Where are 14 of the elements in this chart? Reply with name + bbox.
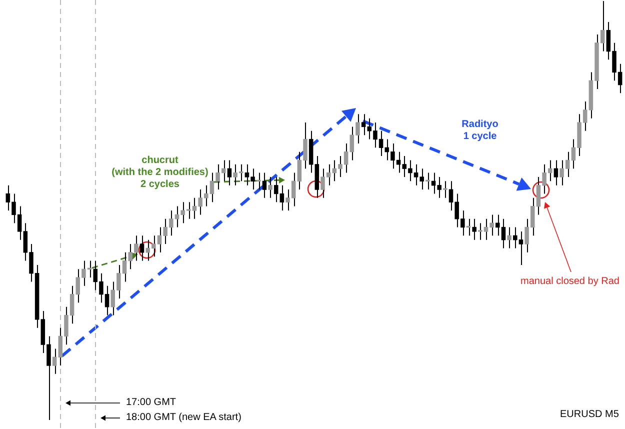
candlestick — [554, 160, 558, 186]
annotation: EURUSD M5 — [560, 409, 619, 421]
candlestick — [227, 160, 232, 186]
annotation: Radityo 1 cycle — [460, 119, 500, 143]
candlestick — [361, 114, 366, 136]
annotation: manual closed by Rad — [520, 276, 620, 288]
candlestick — [140, 235, 144, 262]
candlestick — [472, 218, 476, 240]
candlestick — [274, 176, 278, 203]
annotation: 18:00 GMT (new EA start) — [126, 412, 242, 424]
candlestick — [280, 184, 284, 211]
annotation: 17:00 GMT — [126, 397, 176, 409]
annotation: chucrut (with the 2 modifies) 2 cycles — [110, 155, 210, 191]
candlestick — [262, 172, 267, 198]
